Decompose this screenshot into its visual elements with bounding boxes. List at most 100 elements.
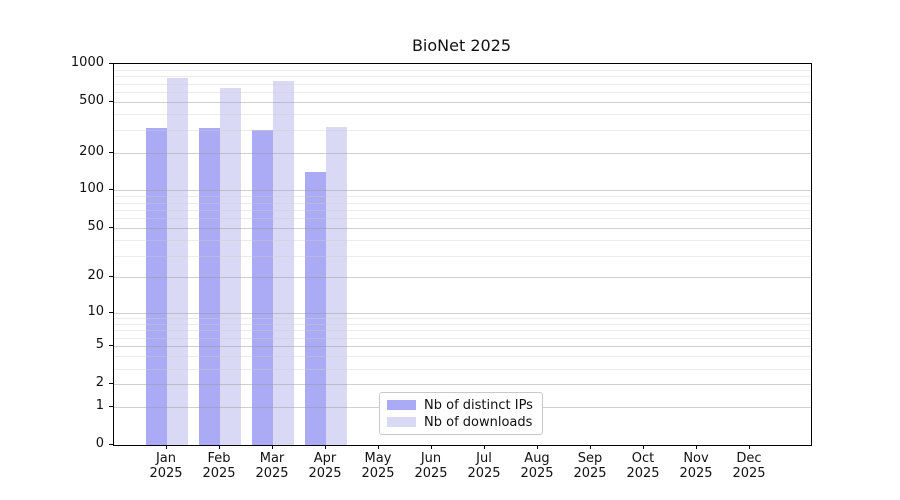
y-axis-tick (109, 345, 113, 347)
bar-distinct-ips-mar (251, 130, 273, 445)
gridline-minor (114, 255, 811, 257)
x-tick-month: Jun (420, 451, 442, 466)
x-tick-month: Dec (736, 451, 762, 466)
y-axis-tick (109, 101, 113, 103)
y-axis-tick-label: 20 (87, 268, 104, 284)
gridline-minor (114, 330, 811, 332)
x-axis-tick (378, 445, 379, 449)
legend-swatch-downloads (387, 417, 416, 427)
bar-distinct-ips-feb (198, 128, 220, 445)
x-axis-tick (590, 445, 591, 449)
x-tick-year: 2025 (202, 466, 236, 481)
y-axis-tick-label: 500 (79, 93, 104, 109)
y-axis-tick-label: 200 (79, 143, 104, 159)
x-tick-year: 2025 (361, 466, 395, 481)
gridline-minor (114, 76, 811, 78)
y-axis-tick (109, 227, 113, 229)
x-tick-month: May (364, 451, 392, 466)
y-axis-tick-label: 2 (95, 375, 104, 391)
x-axis-tick (484, 445, 485, 449)
gridline-minor (114, 337, 811, 339)
gridline-minor (114, 130, 811, 132)
y-axis-tick-label: 10 (87, 303, 104, 319)
gridline-major (114, 384, 811, 386)
y-axis-tick-label: 0 (95, 436, 104, 451)
x-axis-tick-label: Jun 2025 (414, 451, 447, 481)
x-axis-tick-label: Nov 2025 (679, 451, 712, 481)
x-axis-tick (696, 445, 697, 449)
y-axis-tick-label: 50 (87, 219, 104, 235)
x-axis-tick-label: Jul 2025 (467, 451, 500, 481)
bar-downloads-jan (167, 78, 189, 445)
gridline-minor (114, 196, 811, 198)
x-axis-tick-label: Jan 2025 (149, 451, 182, 481)
x-tick-month: Aug (524, 451, 550, 466)
bar-distinct-ips-jan (145, 128, 167, 445)
y-axis-tick-label: 1 (95, 397, 104, 413)
legend-item-distinct-ips: Nb of distinct IPs (387, 397, 534, 413)
gridline-minor (114, 92, 811, 94)
x-axis-tick (643, 445, 644, 449)
bar-downloads-apr (326, 126, 348, 445)
gridline-major (114, 346, 811, 348)
x-tick-year: 2025 (149, 466, 183, 481)
x-axis-tick (537, 445, 538, 449)
gridline-minor (114, 69, 811, 71)
legend-item-downloads: Nb of downloads (387, 414, 534, 430)
y-axis-tick (109, 405, 113, 407)
gridline-minor (114, 218, 811, 220)
gridline-minor (114, 114, 811, 116)
chart-title: BioNet 2025 (411, 36, 512, 55)
y-axis-tick (109, 151, 113, 153)
gridline-major (114, 102, 811, 104)
gridline-minor (114, 240, 811, 242)
gridline-minor (114, 202, 811, 204)
x-axis-tick (272, 445, 273, 449)
gridline-major (114, 277, 811, 279)
x-tick-month: Mar (259, 451, 285, 466)
legend: Nb of distinct IPs Nb of downloads (379, 392, 543, 435)
y-axis-tick-label: 5 (95, 337, 104, 353)
x-tick-month: Nov (683, 451, 709, 466)
gridline-minor (114, 368, 811, 370)
x-tick-month: Apr (313, 451, 337, 466)
x-axis-tick-label: Sep 2025 (573, 451, 606, 481)
y-axis-tick-label: 1000 (70, 55, 104, 70)
x-tick-year: 2025 (679, 466, 713, 481)
y-axis-tick-label: 100 (79, 181, 104, 197)
legend-swatch-distinct-ips (387, 400, 416, 410)
y-axis-tick (109, 383, 113, 385)
gridline-minor (114, 318, 811, 320)
plot-area (113, 63, 812, 446)
legend-label: Nb of downloads (424, 414, 533, 430)
x-axis-tick (219, 445, 220, 449)
x-tick-month: Oct (631, 451, 655, 466)
y-axis-tick (109, 444, 113, 445)
x-tick-year: 2025 (467, 466, 501, 481)
x-axis-tick (325, 445, 326, 449)
bar-downloads-mar (273, 80, 295, 445)
x-tick-year: 2025 (732, 466, 766, 481)
x-tick-year: 2025 (308, 466, 342, 481)
x-tick-month: Sep (577, 451, 603, 466)
x-tick-year: 2025 (414, 466, 448, 481)
gridline-minor (114, 356, 811, 358)
x-axis-tick-label: Aug 2025 (520, 451, 553, 481)
x-tick-year: 2025 (255, 466, 289, 481)
x-axis-tick (749, 445, 750, 449)
x-tick-month: Jan (155, 451, 177, 466)
x-tick-month: Jul (476, 451, 492, 466)
y-axis-tick (109, 189, 113, 191)
x-axis-tick-label: Feb 2025 (202, 451, 235, 481)
x-axis-tick (431, 445, 432, 449)
x-axis-tick-label: Dec 2025 (732, 451, 765, 481)
legend-label: Nb of distinct IPs (424, 397, 533, 413)
x-axis-tick-label: May 2025 (361, 451, 394, 481)
x-axis-tick-label: Oct 2025 (626, 451, 659, 481)
x-axis-tick-label: Mar 2025 (255, 451, 288, 481)
bar-distinct-ips-apr (304, 172, 326, 445)
x-tick-year: 2025 (573, 466, 607, 481)
gridline-major (114, 152, 811, 154)
gridline-major (114, 190, 811, 192)
